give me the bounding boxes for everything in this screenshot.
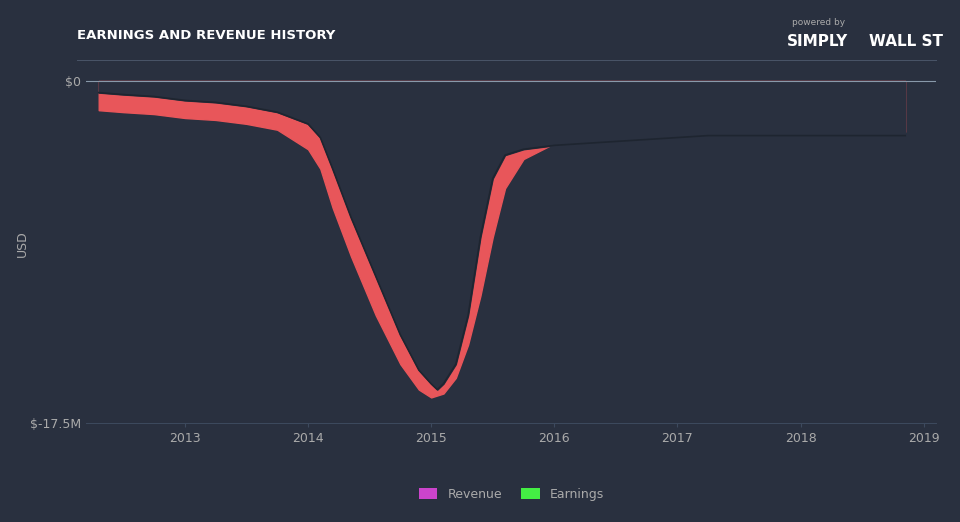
Y-axis label: USD: USD: [16, 231, 29, 257]
Text: WALL ST: WALL ST: [869, 34, 943, 49]
Text: SIMPLY: SIMPLY: [787, 34, 849, 49]
Text: powered by: powered by: [792, 18, 845, 27]
Text: EARNINGS AND REVENUE HISTORY: EARNINGS AND REVENUE HISTORY: [77, 29, 335, 42]
Legend: Revenue, Earnings: Revenue, Earnings: [414, 483, 609, 506]
